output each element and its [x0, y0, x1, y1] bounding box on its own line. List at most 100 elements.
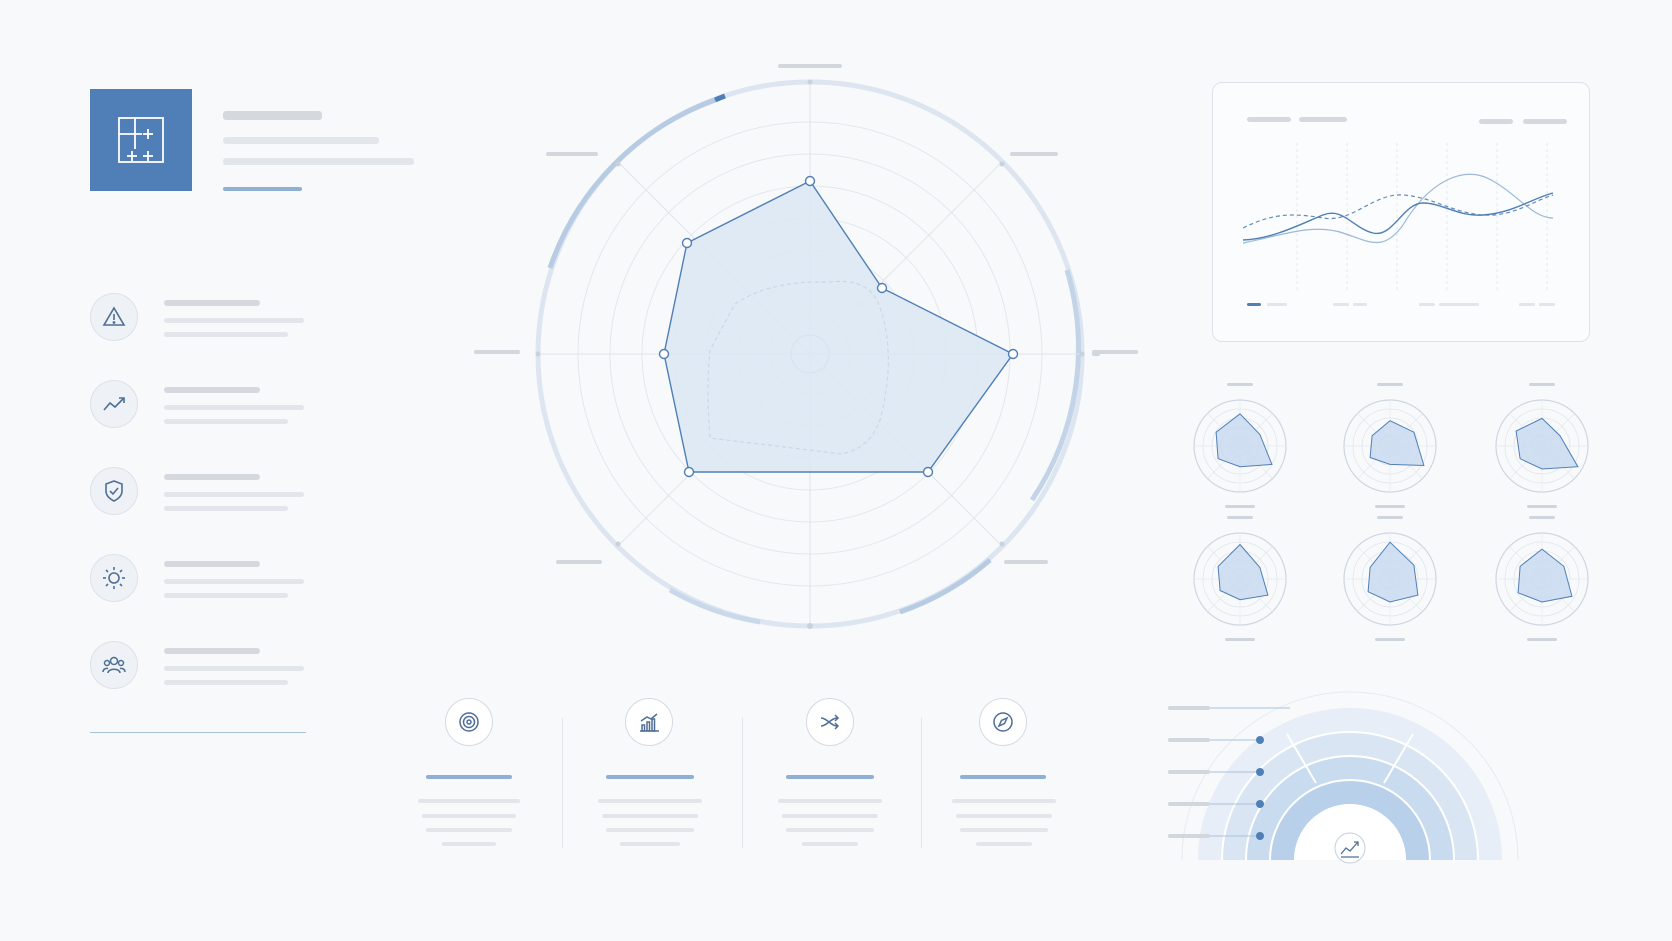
mini-radar-chart: [1343, 516, 1437, 641]
card-legend-placeholder: [1523, 119, 1567, 124]
mini-radar-chart: [1193, 516, 1287, 641]
sidebar-item-line-placeholder: [164, 680, 288, 685]
feature-text-placeholder: [956, 814, 1052, 818]
radar-point: [658, 348, 670, 360]
sidebar-item-title-placeholder: [164, 648, 260, 654]
gauge-band-4: [1270, 780, 1430, 860]
line-chart: [1243, 143, 1554, 293]
legend-label-placeholder: [1353, 303, 1367, 306]
sidebar-item-line-placeholder: [164, 593, 288, 598]
mini-radar-series: [1515, 417, 1579, 470]
gauge-label-placeholder: [1168, 706, 1210, 710]
radar-series-primary: [663, 180, 1015, 473]
feature-title-bar: [786, 775, 874, 779]
shuffle-icon: [820, 714, 840, 730]
radar-point: [804, 175, 816, 187]
radar-point: [683, 466, 695, 478]
feature-text-placeholder: [422, 814, 516, 818]
feature-text-placeholder: [442, 842, 496, 846]
sidebar-item-line-placeholder: [164, 666, 304, 671]
feature-text-placeholder: [418, 799, 520, 803]
radar-point: [876, 282, 888, 294]
sidebar-item-title-placeholder: [164, 387, 260, 393]
header-accent-bar: [223, 187, 302, 191]
feature-text-placeholder: [778, 799, 882, 803]
users-icon: [102, 656, 126, 674]
sidebar-item-title-placeholder: [164, 300, 260, 306]
feature-text-placeholder: [782, 814, 878, 818]
line-series-a: [1243, 173, 1554, 244]
trend-chart-icon: [1340, 841, 1359, 858]
gauge-band-2: [1222, 732, 1478, 860]
line-series-c: [1243, 194, 1554, 229]
gauge-label-placeholder: [1168, 770, 1210, 774]
sidebar-item-line-placeholder: [164, 405, 304, 410]
sidebar-item-title-placeholder: [164, 474, 260, 480]
mini-radar-series: [1517, 548, 1573, 603]
gauge-marker: [1256, 832, 1264, 840]
feature-text-placeholder: [960, 828, 1048, 832]
radar-point: [1007, 348, 1019, 360]
sidebar-item-title-placeholder: [164, 561, 260, 567]
feature-text-placeholder: [620, 842, 680, 846]
radar-axis-label-left: [474, 350, 520, 354]
radial-gauge: [1180, 691, 1519, 864]
feature-text-placeholder: [606, 828, 694, 832]
line-chart-card: [1212, 82, 1590, 342]
sidebar-item-line-placeholder: [164, 579, 304, 584]
feature-text-placeholder: [976, 842, 1032, 846]
card-title-placeholder: [1299, 117, 1347, 122]
legend-label-placeholder: [1267, 303, 1287, 306]
feature-text-placeholder: [602, 814, 698, 818]
mini-radar-chart: [1495, 516, 1589, 641]
compass-icon: [993, 712, 1013, 732]
floorplan-icon: [118, 117, 164, 163]
logo-tile: [90, 89, 192, 191]
feature-title-bar: [960, 775, 1046, 779]
header-subtitle-placeholder: [223, 137, 379, 144]
legend-label-placeholder: [1519, 303, 1535, 306]
feature-title-bar: [426, 775, 512, 779]
legend-label-placeholder: [1539, 303, 1555, 306]
feature-text-placeholder: [786, 828, 874, 832]
sidebar-item-line-placeholder: [164, 506, 288, 511]
line-series-b: [1243, 192, 1554, 241]
card-legend-placeholder: [1479, 119, 1513, 124]
gauge-band-3: [1246, 756, 1454, 860]
feature-text-placeholder: [598, 799, 702, 803]
legend-swatch: [1247, 303, 1261, 306]
sidebar-divider: [90, 732, 306, 733]
mini-radar-chart: [1343, 383, 1437, 508]
main-radar-chart: [535, 64, 1100, 629]
card-title-placeholder: [1247, 117, 1291, 122]
warning-icon: [102, 306, 126, 326]
mini-radar-series: [1215, 413, 1273, 468]
target-icon: [459, 712, 479, 732]
feature-divider: [921, 718, 922, 848]
legend-label-placeholder: [1419, 303, 1435, 306]
header-line-placeholder: [223, 158, 414, 165]
trend-up-icon: [103, 397, 125, 411]
sun-icon: [103, 567, 125, 589]
mini-radar-series: [1367, 541, 1419, 603]
header-title-placeholder: [223, 111, 322, 120]
legend-label-placeholder: [1439, 303, 1479, 306]
feature-title-bar: [606, 775, 694, 779]
gauge-label-placeholder: [1168, 834, 1210, 838]
gauge-label-placeholder: [1168, 738, 1210, 742]
bar-chart-icon: [640, 713, 659, 732]
sidebar-item-line-placeholder: [164, 492, 304, 497]
radar-point: [681, 237, 693, 249]
legend-label-placeholder: [1333, 303, 1349, 306]
gauge-marker: [1256, 768, 1264, 776]
gauge-marker: [1256, 736, 1264, 744]
sidebar-item-line-placeholder: [164, 419, 288, 424]
sidebar-item-line-placeholder: [164, 318, 304, 323]
feature-text-placeholder: [802, 842, 858, 846]
feature-divider: [562, 718, 563, 848]
shield-check-icon: [105, 480, 123, 502]
feature-text-placeholder: [426, 828, 512, 832]
gauge-marker: [1256, 800, 1264, 808]
radar-point: [922, 466, 934, 478]
gauge-label-placeholder: [1168, 802, 1210, 806]
